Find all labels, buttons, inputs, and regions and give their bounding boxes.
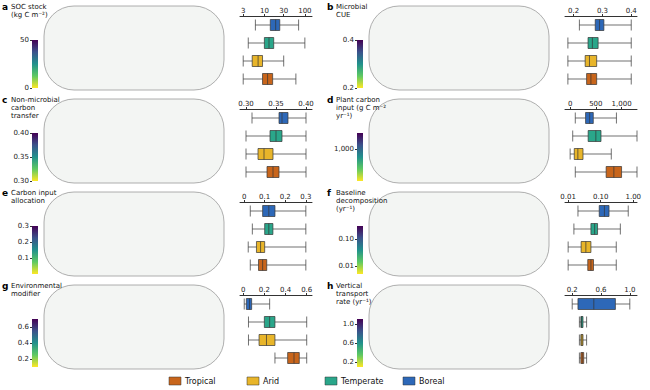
- svg-text:transport: transport: [336, 290, 369, 298]
- svg-text:0.2: 0.2: [280, 193, 291, 201]
- svg-text:Non-microbial: Non-microbial: [11, 96, 60, 104]
- svg-text:e: e: [2, 188, 8, 198]
- svg-text:500: 500: [589, 100, 602, 108]
- svg-text:0.2: 0.2: [18, 355, 29, 363]
- svg-text:0.10: 0.10: [338, 235, 354, 243]
- svg-text:0.2: 0.2: [567, 286, 578, 294]
- svg-text:yr⁻¹): yr⁻¹): [336, 112, 353, 120]
- svg-text:Vertical: Vertical: [336, 282, 362, 290]
- svg-text:0: 0: [242, 193, 246, 201]
- svg-text:Tropical: Tropical: [184, 377, 216, 386]
- svg-text:carbon: carbon: [11, 104, 35, 112]
- svg-text:0.6: 0.6: [343, 339, 355, 347]
- svg-text:0.01: 0.01: [338, 262, 354, 270]
- svg-text:0.10: 0.10: [593, 193, 609, 201]
- svg-text:SOC stock: SOC stock: [11, 3, 48, 11]
- svg-text:0.40: 0.40: [298, 100, 314, 108]
- svg-text:0: 0: [25, 84, 29, 92]
- svg-text:Temperate: Temperate: [340, 377, 384, 386]
- svg-text:f: f: [327, 188, 331, 198]
- svg-text:0.35: 0.35: [268, 100, 284, 108]
- svg-text:Baseline: Baseline: [336, 189, 366, 197]
- svg-text:0.2: 0.2: [568, 7, 579, 15]
- svg-text:0.30: 0.30: [13, 177, 29, 185]
- svg-text:0.6: 0.6: [595, 286, 607, 294]
- svg-text:0.4: 0.4: [343, 36, 355, 44]
- svg-text:d: d: [327, 95, 333, 105]
- svg-text:0: 0: [241, 286, 245, 294]
- svg-text:0.1: 0.1: [259, 193, 270, 201]
- svg-text:modifier: modifier: [11, 290, 40, 298]
- svg-text:50: 50: [20, 36, 29, 44]
- svg-text:1.0: 1.0: [343, 320, 354, 328]
- svg-text:0.4: 0.4: [280, 286, 292, 294]
- svg-text:Arid: Arid: [263, 377, 279, 386]
- svg-text:0.2: 0.2: [259, 286, 270, 294]
- svg-text:10: 10: [260, 7, 269, 15]
- svg-text:g: g: [2, 281, 8, 291]
- svg-text:a: a: [2, 2, 8, 12]
- svg-text:0.40: 0.40: [13, 129, 29, 137]
- svg-text:(kg C m⁻²): (kg C m⁻²): [11, 11, 48, 19]
- svg-text:allocation: allocation: [11, 197, 45, 205]
- svg-text:1.0: 1.0: [624, 286, 635, 294]
- svg-text:c: c: [2, 95, 7, 105]
- svg-text:0.4: 0.4: [18, 339, 30, 347]
- svg-text:Carbon input: Carbon input: [11, 189, 57, 197]
- svg-text:0.6: 0.6: [18, 323, 30, 331]
- svg-text:rate (yr⁻¹): rate (yr⁻¹): [336, 298, 372, 306]
- svg-text:CUE: CUE: [336, 11, 350, 19]
- svg-text:1.00: 1.00: [625, 193, 641, 201]
- svg-text:0.30: 0.30: [238, 100, 254, 108]
- svg-text:0.3: 0.3: [597, 7, 608, 15]
- svg-text:100: 100: [298, 7, 311, 15]
- svg-text:Microbial: Microbial: [336, 3, 368, 11]
- svg-text:input (g C m⁻²: input (g C m⁻²: [336, 104, 386, 112]
- svg-text:0.3: 0.3: [300, 193, 311, 201]
- svg-text:0.6: 0.6: [301, 286, 313, 294]
- svg-text:0.4: 0.4: [626, 7, 638, 15]
- svg-text:Boreal: Boreal: [419, 377, 445, 386]
- svg-text:0.2: 0.2: [18, 238, 29, 246]
- svg-text:1,000: 1,000: [612, 100, 632, 108]
- svg-text:1,000: 1,000: [334, 145, 354, 153]
- svg-text:transfer: transfer: [11, 112, 39, 120]
- svg-text:0.3: 0.3: [18, 222, 29, 230]
- svg-text:0.01: 0.01: [560, 193, 576, 201]
- svg-text:0.35: 0.35: [13, 153, 29, 161]
- svg-text:3: 3: [241, 7, 245, 15]
- svg-text:decomposition: decomposition: [336, 197, 387, 205]
- svg-text:Plant carbon: Plant carbon: [336, 96, 380, 104]
- svg-text:Environmental: Environmental: [11, 282, 62, 290]
- svg-text:h: h: [327, 281, 333, 291]
- svg-text:0.1: 0.1: [18, 254, 29, 262]
- svg-text:b: b: [327, 2, 334, 12]
- svg-text:0.2: 0.2: [343, 84, 354, 92]
- svg-text:(yr⁻¹): (yr⁻¹): [336, 205, 355, 213]
- svg-text:0.2: 0.2: [343, 358, 354, 366]
- svg-text:0: 0: [568, 100, 572, 108]
- svg-text:30: 30: [279, 7, 288, 15]
